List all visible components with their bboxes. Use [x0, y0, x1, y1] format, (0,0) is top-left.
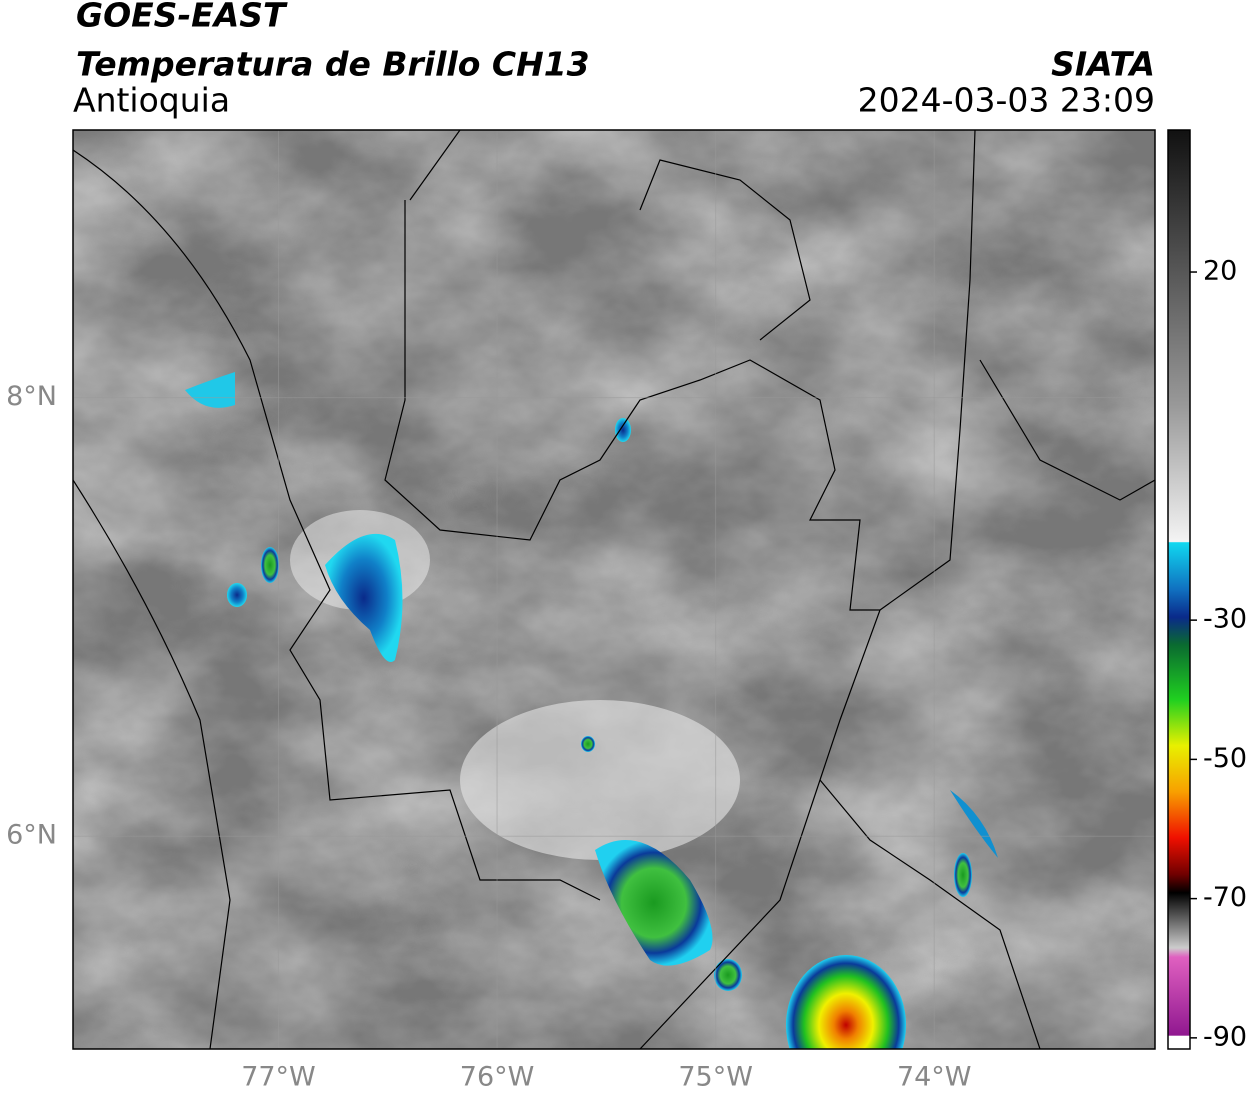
x-tick-label: 74°W — [897, 1062, 972, 1093]
source: SIATA — [1051, 45, 1155, 84]
colorbar-tick-label: -70 — [1203, 882, 1247, 913]
colorbar-tick-label: -50 — [1203, 743, 1247, 774]
colorbar — [1167, 129, 1191, 1050]
region: Antioquia — [73, 81, 230, 120]
satellite-image — [73, 130, 1155, 1049]
boundaries — [73, 130, 1155, 1049]
title: Temperatura de Brillo CH13 — [76, 45, 590, 84]
x-tick-label: 75°W — [678, 1062, 753, 1093]
y-tick-label: 6°N — [6, 820, 57, 851]
x-tick-label: 77°W — [241, 1062, 316, 1093]
colorbar-tick-label: 20 — [1203, 256, 1237, 287]
colorbar-tick-label: -90 — [1203, 1021, 1247, 1052]
satellite: GOES-EAST — [76, 0, 288, 35]
datetime: 2024-03-03 23:09 — [858, 81, 1155, 120]
graticule — [73, 130, 1155, 1049]
y-tick-label: 8°N — [6, 381, 57, 412]
map-frame — [72, 129, 1156, 1050]
x-tick-label: 76°W — [460, 1062, 535, 1093]
colorbar-tick-label: -30 — [1203, 604, 1247, 635]
